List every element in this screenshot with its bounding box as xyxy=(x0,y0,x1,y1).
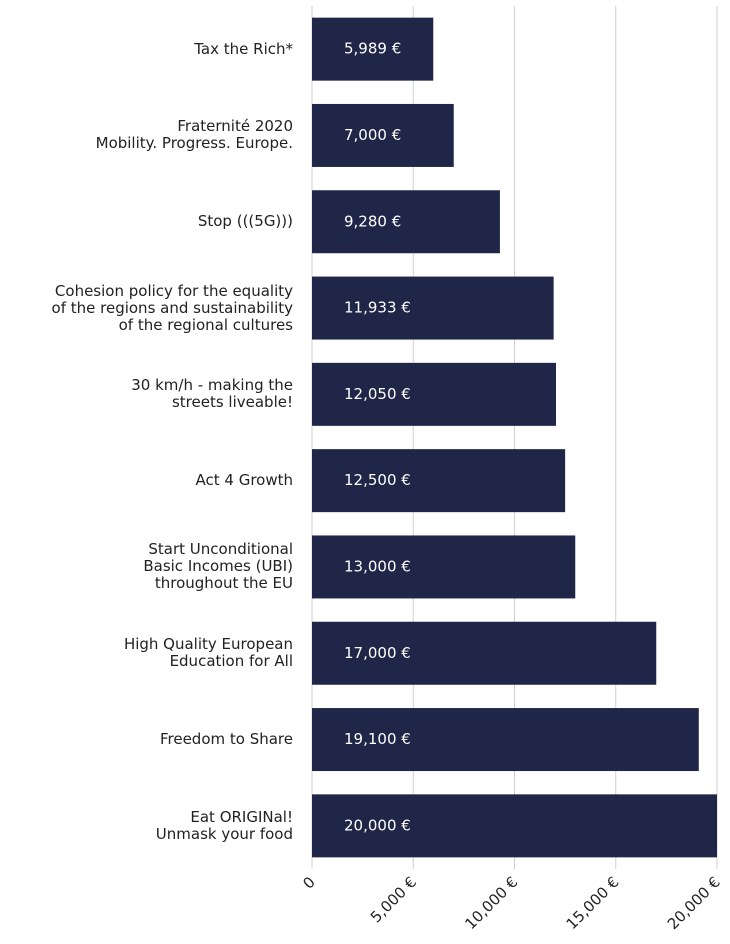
value-label: 20,000 € xyxy=(344,816,411,834)
x-tick-label: 5,000 € xyxy=(367,873,420,926)
bar xyxy=(312,276,554,340)
bar xyxy=(312,794,717,858)
value-label: 5,989 € xyxy=(344,40,401,58)
y-tick-label: Freedom to Share xyxy=(159,730,293,749)
y-tick-label: 30 km/h - making the streets liveable! xyxy=(131,376,293,412)
y-tick-label: Fraternité 2020 Mobility. Progress. Euro… xyxy=(95,117,293,153)
x-tick-label: 20,000 € xyxy=(664,873,724,933)
value-label: 12,500 € xyxy=(344,471,411,489)
x-tick-label: 15,000 € xyxy=(563,873,623,933)
x-tick-label: 10,000 € xyxy=(461,873,521,933)
y-tick-label: Stop (((5G))) xyxy=(197,212,293,231)
y-tick-label: Eat ORIGINal! Unmask your food xyxy=(155,807,293,843)
bar xyxy=(312,190,500,254)
y-tick-label: Start Unconditional Basic Incomes (UBI) … xyxy=(143,540,293,593)
value-label: 9,280 € xyxy=(344,212,401,230)
value-label: 12,050 € xyxy=(344,385,411,403)
value-label: 19,100 € xyxy=(344,730,411,748)
bar xyxy=(312,535,576,599)
y-tick-label: Cohesion policy for the equality of the … xyxy=(51,281,293,334)
y-tick-label: High Quality European Education for All xyxy=(123,635,293,671)
value-label: 11,933 € xyxy=(344,299,411,317)
y-tick-label: Act 4 Growth xyxy=(195,471,294,490)
x-tick-label: 0 xyxy=(299,873,318,892)
bar xyxy=(312,449,566,513)
y-tick-label: Tax the Rich* xyxy=(194,39,293,58)
bar xyxy=(312,103,454,167)
value-label: 7,000 € xyxy=(344,126,401,144)
value-label: 13,000 € xyxy=(344,557,411,575)
bar xyxy=(312,17,434,81)
bar xyxy=(312,362,557,426)
value-label: 17,000 € xyxy=(344,644,411,662)
bar xyxy=(312,708,699,772)
bar xyxy=(312,621,657,685)
